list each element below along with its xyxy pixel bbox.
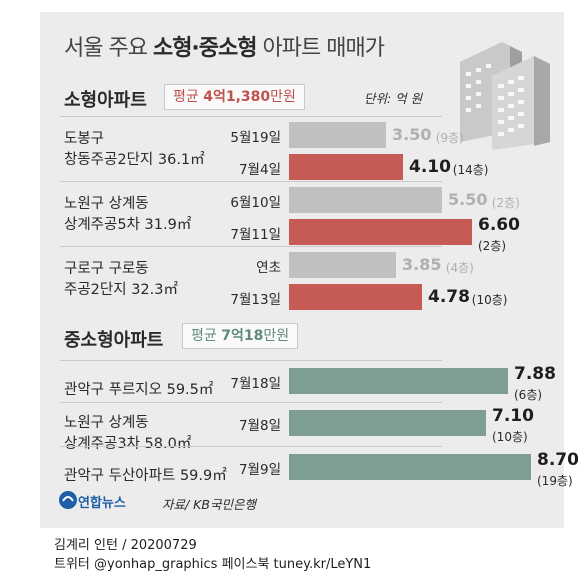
price-value-label: 4.10 xyxy=(409,157,451,177)
price-value-label: 3.50 xyxy=(392,125,432,144)
apartment-name: 노원구 상계동 xyxy=(64,196,149,212)
yonhap-logo-icon xyxy=(59,491,77,509)
unit-label: 단위: 억 원 xyxy=(364,91,423,106)
mid-average-suffix: 만원 xyxy=(263,328,290,344)
apartment-name: 구로구 구로동 xyxy=(64,261,149,277)
price-value-label: 5.50 xyxy=(448,190,488,209)
trade-date: 7월9일 xyxy=(238,462,281,478)
trade-date: 7월13일 xyxy=(230,292,281,308)
price-value-label: 3.85 xyxy=(402,255,442,274)
apartment-detail: 상계주공3차 58.0㎡ xyxy=(64,436,192,452)
apartment-building-icon xyxy=(460,42,550,150)
trade-date: 7월8일 xyxy=(238,418,281,434)
apartment-detail: 창동주공2단지 36.1㎡ xyxy=(64,152,205,168)
title-part-1: 서울 주요 xyxy=(64,36,153,61)
mid-average-value: 7억18 xyxy=(221,328,264,344)
price-bar xyxy=(289,252,396,278)
price-value-label: 4.78 xyxy=(428,287,470,307)
mid-average-box: 평균 7억18만원 xyxy=(182,323,299,349)
small-section-title: 소형아파트 xyxy=(64,90,147,111)
price-bar xyxy=(289,219,472,245)
price-value-label: 7.10 xyxy=(492,406,534,426)
apartment-name: 도봉구 xyxy=(64,131,105,147)
trade-date: 6월10일 xyxy=(230,195,281,211)
price-bar xyxy=(289,187,442,213)
price-bar xyxy=(289,122,386,148)
row-divider xyxy=(60,116,442,117)
yonhap-logo-text: 연합뉴스 xyxy=(78,496,126,511)
apartment-name: 관악구 푸르지오 59.5㎡ xyxy=(64,382,214,398)
trade-date: 7월11일 xyxy=(230,227,281,243)
floor-label: (2층) xyxy=(491,196,520,210)
row-divider xyxy=(60,360,442,361)
trade-date: 연초 xyxy=(256,260,281,276)
trade-date: 5월19일 xyxy=(230,130,281,146)
title-bold-part: 소형·중소형 xyxy=(152,36,258,61)
apartment-name: 노원구 상계동 xyxy=(64,415,149,431)
price-bar xyxy=(289,154,403,180)
trade-date: 7월18일 xyxy=(230,376,281,392)
price-bar xyxy=(289,368,508,394)
floor-label: (10층) xyxy=(471,293,508,307)
credit-line: 김계리 인턴 / 20200729 xyxy=(54,538,197,553)
apartment-name: 관악구 두산아파트 59.9㎡ xyxy=(64,468,227,484)
floor-label: (19층) xyxy=(537,474,573,488)
floor-label: (14층) xyxy=(452,163,489,177)
small-average-value: 4억1,380 xyxy=(203,89,271,105)
floor-label: (6층) xyxy=(514,388,543,402)
floor-label: (2층) xyxy=(478,239,507,253)
source-label: 자료/ KB국민은행 xyxy=(162,497,256,512)
price-bar xyxy=(289,454,531,480)
small-average-prefix: 평균 xyxy=(173,89,204,105)
price-value-label: 6.60 xyxy=(478,215,520,235)
mid-section-title: 중소형아파트 xyxy=(64,330,164,351)
chart-title: 서울 주요 소형·중소형 아파트 매매가 xyxy=(64,30,385,62)
apartment-detail: 상계주공5차 31.9㎡ xyxy=(64,217,192,233)
row-divider xyxy=(60,181,442,182)
social-line: 트위터 @yonhap_graphics 페이스북 tuney.kr/LeYN1 xyxy=(54,557,372,572)
apartment-label: 관악구 두산아파트 59.9㎡ xyxy=(64,466,227,487)
row-divider xyxy=(60,446,442,447)
small-average-box: 평균 4억1,380만원 xyxy=(164,84,305,110)
price-value-label: 8.70 xyxy=(537,450,578,470)
apartment-detail: 주공2단지 32.3㎡ xyxy=(64,282,178,298)
price-bar xyxy=(289,410,486,436)
row-divider xyxy=(60,246,442,247)
small-average-suffix: 만원 xyxy=(270,89,296,105)
price-bar xyxy=(289,284,422,310)
price-value-label: 7.88 xyxy=(514,364,556,384)
floor-label: (4층) xyxy=(445,261,474,275)
title-part-2: 아파트 매매가 xyxy=(256,36,385,61)
row-divider xyxy=(60,402,442,403)
floor-label: (9층) xyxy=(435,131,464,145)
apartment-label: 관악구 푸르지오 59.5㎡ xyxy=(64,380,213,401)
mid-average-prefix: 평균 xyxy=(191,328,222,344)
floor-label: (10층) xyxy=(492,430,528,444)
trade-date: 7월4일 xyxy=(238,162,281,178)
